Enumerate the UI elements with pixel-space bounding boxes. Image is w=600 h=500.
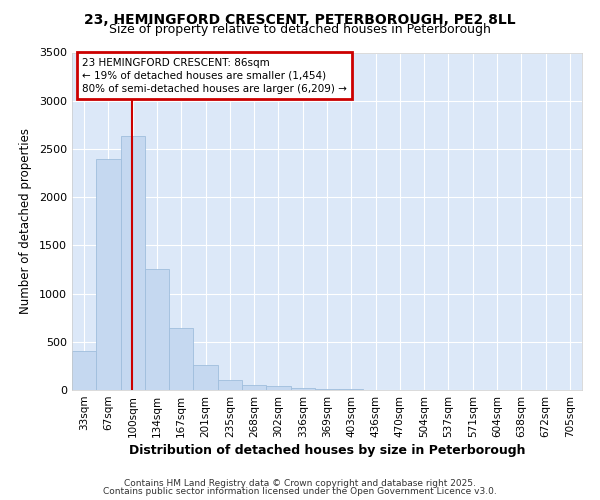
Bar	[96, 158, 121, 390]
Text: Contains public sector information licensed under the Open Government Licence v3: Contains public sector information licen…	[103, 487, 497, 496]
Bar	[290, 388, 315, 390]
Text: 23, HEMINGFORD CRESCENT, PETERBOROUGH, PE2 8LL: 23, HEMINGFORD CRESCENT, PETERBOROUGH, P…	[84, 12, 516, 26]
Bar	[193, 365, 218, 390]
X-axis label: Distribution of detached houses by size in Peterborough: Distribution of detached houses by size …	[129, 444, 525, 457]
Bar	[339, 388, 364, 390]
Bar	[121, 136, 145, 390]
Bar	[266, 386, 290, 390]
Title: 23, HEMINGFORD CRESCENT, PETERBOROUGH, PE2 8LL
Size of property relative to deta: 23, HEMINGFORD CRESCENT, PETERBOROUGH, P…	[0, 499, 1, 500]
Bar	[145, 270, 169, 390]
Bar	[315, 388, 339, 390]
Bar	[169, 328, 193, 390]
Bar	[242, 384, 266, 390]
Text: 23 HEMINGFORD CRESCENT: 86sqm
← 19% of detached houses are smaller (1,454)
80% o: 23 HEMINGFORD CRESCENT: 86sqm ← 19% of d…	[82, 58, 347, 94]
Bar	[72, 352, 96, 390]
Text: Contains HM Land Registry data © Crown copyright and database right 2025.: Contains HM Land Registry data © Crown c…	[124, 478, 476, 488]
Bar	[218, 380, 242, 390]
Text: Size of property relative to detached houses in Peterborough: Size of property relative to detached ho…	[109, 22, 491, 36]
Y-axis label: Number of detached properties: Number of detached properties	[19, 128, 32, 314]
